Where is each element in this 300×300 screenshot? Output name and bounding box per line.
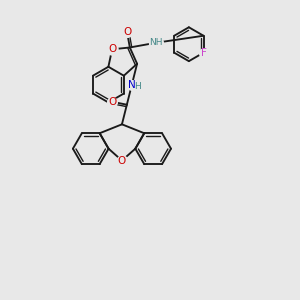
- Text: N: N: [128, 80, 136, 89]
- Text: H: H: [134, 82, 141, 91]
- Text: O: O: [108, 44, 116, 54]
- Text: O: O: [118, 156, 126, 166]
- Text: NH: NH: [149, 38, 163, 47]
- Text: O: O: [108, 97, 116, 107]
- Text: O: O: [123, 27, 131, 37]
- Text: F: F: [201, 48, 206, 58]
